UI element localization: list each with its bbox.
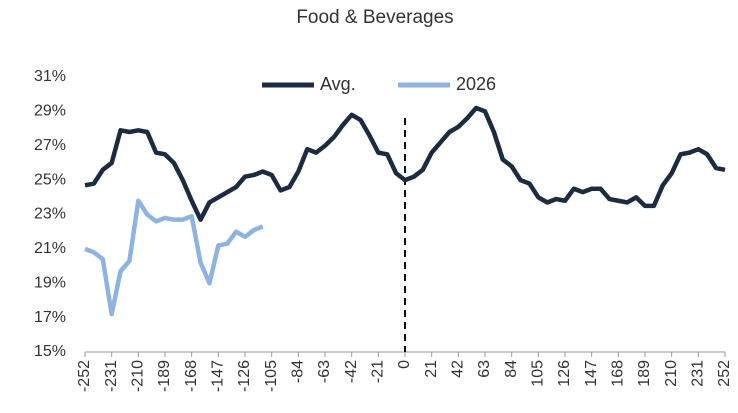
- x-tick-label: -126: [236, 360, 253, 392]
- y-tick-label: 31%: [34, 68, 66, 85]
- y-tick-label: 17%: [34, 309, 66, 326]
- x-tick-label: 189: [636, 360, 653, 387]
- x-tick-label: 210: [663, 360, 680, 387]
- y-tick-label: 21%: [34, 240, 66, 257]
- x-tick-label: 252: [716, 360, 733, 387]
- x-tick-label: -84: [290, 360, 307, 383]
- x-tick-label: 21: [423, 360, 440, 378]
- x-tick-label: -252: [76, 360, 93, 392]
- y-tick-label: 25%: [34, 171, 66, 188]
- x-tick-label: -210: [130, 360, 147, 392]
- series-line: [84, 105, 726, 222]
- x-tick-label: 126: [556, 360, 573, 387]
- x-tick-label: 63: [476, 360, 493, 378]
- x-tick-label: -105: [263, 360, 280, 392]
- x-tick-label: -231: [103, 360, 120, 392]
- legend-label: 2026: [456, 74, 496, 94]
- x-tick-label: -63: [316, 360, 333, 383]
- x-tick-label: -189: [156, 360, 173, 392]
- x-tick-label: -168: [183, 360, 200, 392]
- x-tick-label: -21: [370, 360, 387, 383]
- x-tick-label: 168: [610, 360, 627, 387]
- chart-title: Food & Beverages: [296, 7, 453, 28]
- x-tick-label: -42: [343, 360, 360, 383]
- series-line: [84, 198, 264, 317]
- legend-label: Avg.: [320, 74, 356, 94]
- x-tick-label: 84: [503, 360, 520, 378]
- y-tick-label: 23%: [34, 206, 66, 223]
- y-tick-label: 19%: [34, 274, 66, 291]
- x-tick-label: 0: [396, 360, 413, 369]
- x-tick-label: 42: [450, 360, 467, 378]
- y-tick-label: 15%: [34, 343, 66, 360]
- x-tick-label: 147: [583, 360, 600, 387]
- x-tick-label: 231: [690, 360, 707, 387]
- x-tick-label: 105: [530, 360, 547, 387]
- x-tick-label: -147: [210, 360, 227, 392]
- y-tick-label: 29%: [34, 103, 66, 120]
- y-tick-label: 27%: [34, 137, 66, 154]
